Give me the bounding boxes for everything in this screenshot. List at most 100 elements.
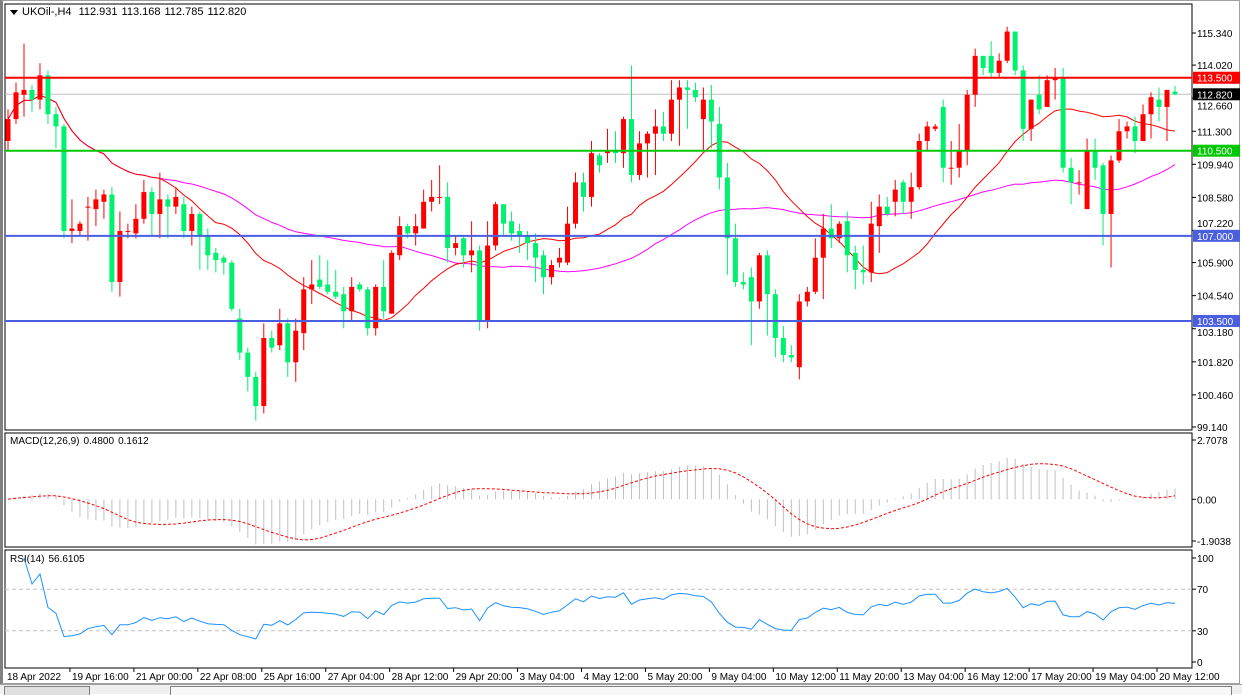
candle — [1012, 31, 1018, 76]
price-tick-label: 109.940 — [1197, 160, 1234, 171]
candle-body — [109, 194, 115, 283]
candle-body — [1044, 80, 1050, 107]
candle-body — [341, 294, 347, 312]
candle-body — [1036, 94, 1042, 110]
candle-body — [21, 89, 27, 95]
candle — [397, 216, 403, 261]
candle — [1124, 121, 1130, 139]
chart-tab[interactable] — [4, 686, 90, 695]
candle-body — [157, 199, 163, 214]
candle-body — [892, 189, 898, 202]
time-tick-label: 11 May 20:00 — [839, 672, 899, 683]
candle-body — [61, 126, 67, 231]
price-tick-label: 101.820 — [1197, 358, 1234, 369]
candle-body — [700, 99, 706, 120]
candle-body — [900, 182, 906, 202]
candle — [708, 85, 714, 149]
candle-body — [732, 238, 738, 283]
rsi-tick-label: 0 — [1197, 658, 1203, 669]
candle-body — [69, 228, 75, 231]
candle-body — [565, 223, 571, 263]
candle — [173, 187, 179, 214]
candle-body — [501, 204, 507, 224]
candle — [1060, 68, 1066, 173]
candle — [652, 109, 658, 176]
candle — [948, 140, 954, 185]
candle — [684, 80, 690, 129]
candle-body — [421, 201, 427, 229]
level-price-tag — [1193, 71, 1240, 84]
candle — [612, 131, 618, 163]
candle-body — [1004, 31, 1010, 61]
candle-body — [1076, 182, 1082, 184]
candle — [836, 221, 842, 244]
candle — [932, 123, 938, 132]
candle-body — [628, 119, 634, 176]
candle-body — [125, 230, 131, 232]
candle-body — [652, 126, 658, 134]
candle-body — [309, 284, 315, 290]
candle-body — [77, 223, 83, 231]
rsi-value: 56.6105 — [48, 554, 85, 565]
candle-body — [117, 230, 123, 283]
current-price-tag-label: 112.820 — [1197, 90, 1233, 101]
candle — [325, 260, 331, 295]
candle-body — [397, 226, 403, 256]
candle — [549, 260, 555, 285]
candle-body — [604, 150, 610, 154]
candle-body — [980, 55, 986, 69]
candle — [1100, 162, 1106, 246]
candle — [181, 196, 187, 239]
candle — [285, 318, 291, 377]
candle — [61, 123, 67, 239]
price-tick-label: 105.900 — [1197, 259, 1234, 270]
candle — [197, 211, 203, 270]
price-tick-label: 111.300 — [1197, 127, 1232, 138]
candle — [389, 250, 395, 314]
dropdown-triangle-icon[interactable] — [10, 9, 18, 15]
candle — [724, 162, 730, 275]
chart-tab-active[interactable] — [170, 686, 1232, 695]
candle-body — [245, 352, 251, 377]
candle — [988, 41, 994, 78]
candle — [141, 179, 147, 224]
candle — [293, 318, 299, 382]
candle-body — [924, 126, 930, 141]
time-tick-label: 21 Apr 00:00 — [136, 672, 193, 683]
candle — [756, 252, 762, 309]
candle — [1004, 26, 1010, 64]
macd-label: MACD(12,26,9) 0.4800 0.1612 — [10, 436, 153, 447]
candle-body — [748, 277, 754, 302]
candle-body — [780, 337, 786, 355]
candle-body — [972, 55, 978, 95]
candle-body — [620, 119, 626, 154]
candle — [1036, 75, 1042, 115]
rsi-tick-label: 70 — [1197, 585, 1209, 596]
candle-body — [1156, 99, 1162, 107]
candle — [245, 347, 251, 392]
candle — [636, 131, 642, 180]
candle-body — [525, 235, 531, 244]
candle-body — [549, 265, 555, 278]
time-tick-label: 17 May 20:00 — [1031, 672, 1092, 683]
candle-body — [85, 206, 91, 208]
candle-body — [133, 218, 139, 234]
candle-body — [37, 75, 43, 100]
candle-body — [213, 252, 219, 261]
candle-body — [237, 318, 243, 353]
candle-body — [796, 301, 802, 368]
candle-body — [461, 238, 467, 256]
candle-body — [636, 143, 642, 176]
price-tick-label: 114.020 — [1197, 61, 1233, 72]
candle — [1052, 68, 1058, 100]
candle-body — [477, 250, 483, 321]
candle — [501, 204, 507, 236]
candle-body — [684, 87, 690, 90]
candle — [628, 65, 634, 183]
candle — [604, 128, 610, 163]
candle — [189, 206, 195, 246]
candle-body — [149, 192, 155, 214]
time-tick-label: 28 Apr 12:00 — [392, 672, 449, 683]
